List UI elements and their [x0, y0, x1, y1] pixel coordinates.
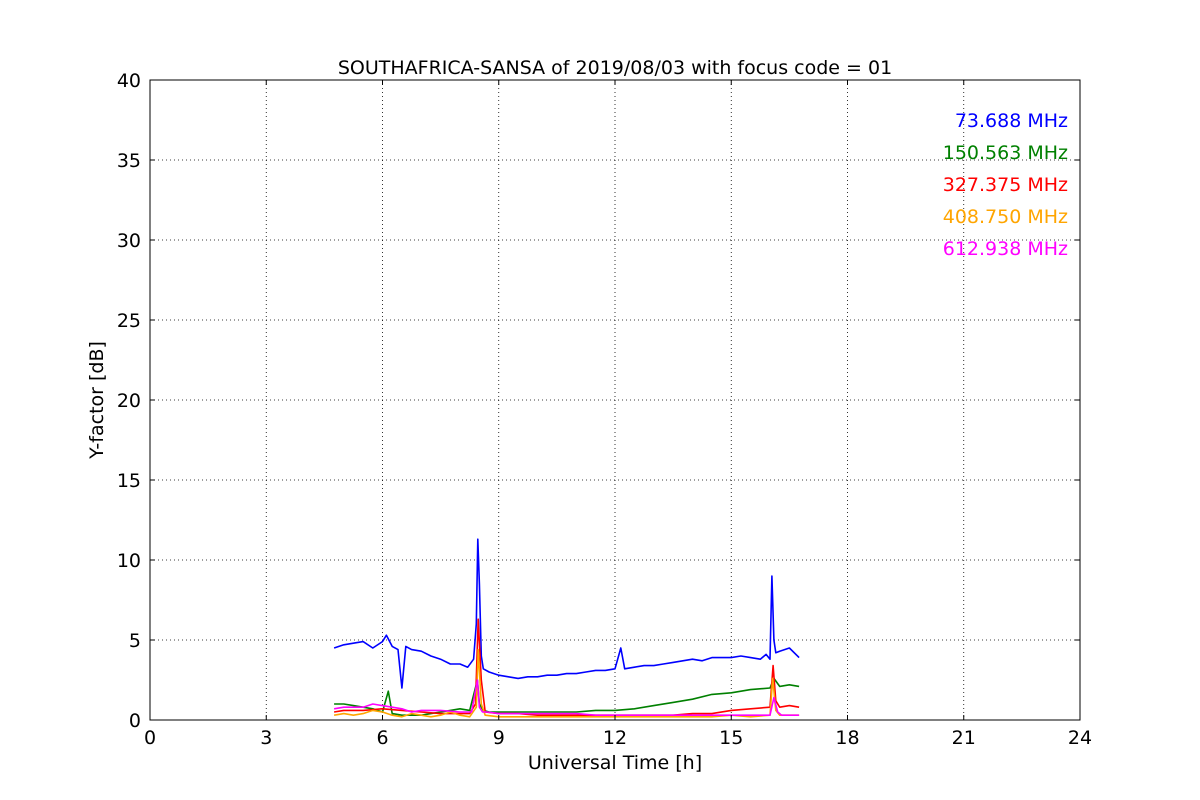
- legend-entry-3: 327.375 MHz: [943, 174, 1068, 196]
- legend-entry-2: 150.563 MHz: [943, 142, 1068, 164]
- legend-entry-5: 612.938 MHz: [943, 238, 1068, 260]
- y-tick-label: 40: [117, 70, 141, 92]
- y-tick-label: 15: [117, 470, 141, 492]
- axis-ticks: 0 3 6 9 12 15 18 21 24 0 5 10 15 20 25 30 35 40: [117, 70, 1092, 749]
- x-tick-label: 3: [260, 727, 272, 749]
- x-tick-label: 0: [144, 727, 156, 749]
- series-line-1: [333, 538, 800, 689]
- x-tick-label: 21: [952, 727, 976, 749]
- series-line-3: [333, 618, 800, 717]
- x-tick-label: 9: [493, 727, 505, 749]
- legend: 73.688 MHz 150.563 MHz 327.375 MHz 408.750 …: [943, 110, 1068, 260]
- series-line-5: [333, 679, 800, 717]
- y-axis-label: Y-factor [dB]: [86, 341, 108, 460]
- chart-title: SOUTHAFRICA-SANSA of 2019/08/03 with foc…: [338, 57, 892, 79]
- legend-entry-1: 73.688 MHz: [955, 110, 1068, 132]
- y-tick-label: 20: [117, 390, 141, 412]
- x-tick-label: 18: [835, 727, 859, 749]
- x-axis-label: Universal Time [h]: [528, 752, 702, 774]
- y-tick-label: 10: [117, 550, 141, 572]
- y-tick-label: 5: [129, 630, 141, 652]
- x-tick-label: 6: [376, 727, 388, 749]
- legend-entry-4: 408.750 MHz: [943, 206, 1068, 228]
- x-tick-label: 15: [719, 727, 743, 749]
- y-tick-label: 0: [129, 710, 141, 732]
- x-tick-label: 12: [603, 727, 627, 749]
- y-tick-label: 30: [117, 230, 141, 252]
- x-tick-label: 24: [1068, 727, 1092, 749]
- y-tick-label: 25: [117, 310, 141, 332]
- y-tick-label: 35: [117, 150, 141, 172]
